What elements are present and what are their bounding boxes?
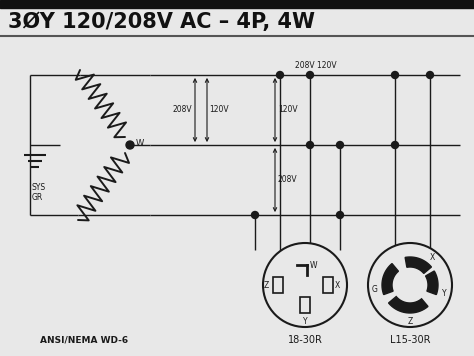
Polygon shape <box>426 271 438 294</box>
Text: 120V: 120V <box>278 105 298 115</box>
Polygon shape <box>389 297 428 313</box>
Text: W: W <box>136 138 144 147</box>
Text: G: G <box>372 286 378 294</box>
Text: Y: Y <box>442 288 447 298</box>
Text: X: X <box>429 252 435 262</box>
Bar <box>300 297 310 313</box>
Bar <box>273 277 283 293</box>
Text: X: X <box>335 281 340 289</box>
Circle shape <box>392 72 399 79</box>
Polygon shape <box>382 263 399 294</box>
Bar <box>0 0 474 8</box>
Circle shape <box>427 72 434 79</box>
Text: ANSI/NEMA WD-6: ANSI/NEMA WD-6 <box>40 335 128 345</box>
Text: Z: Z <box>264 281 269 289</box>
Circle shape <box>276 72 283 79</box>
Text: 208V 120V: 208V 120V <box>295 61 337 70</box>
Polygon shape <box>405 257 431 273</box>
Circle shape <box>368 243 452 327</box>
Circle shape <box>307 72 313 79</box>
Circle shape <box>252 211 258 219</box>
Text: 3ØY 120/208V AC – 4P, 4W: 3ØY 120/208V AC – 4P, 4W <box>8 12 315 32</box>
Text: 208V: 208V <box>173 105 192 115</box>
Text: Y: Y <box>303 317 307 326</box>
Text: L15-30R: L15-30R <box>390 335 430 345</box>
Circle shape <box>337 141 344 148</box>
Circle shape <box>126 141 134 149</box>
Circle shape <box>392 141 399 148</box>
Circle shape <box>307 141 313 148</box>
Text: 18-30R: 18-30R <box>288 335 322 345</box>
Text: Z: Z <box>407 317 413 326</box>
Text: 120V: 120V <box>209 105 228 115</box>
Circle shape <box>337 211 344 219</box>
Text: SYS
GR: SYS GR <box>32 183 46 203</box>
Circle shape <box>263 243 347 327</box>
Bar <box>323 277 333 293</box>
Text: 208V: 208V <box>278 176 298 184</box>
Text: W: W <box>310 261 318 269</box>
